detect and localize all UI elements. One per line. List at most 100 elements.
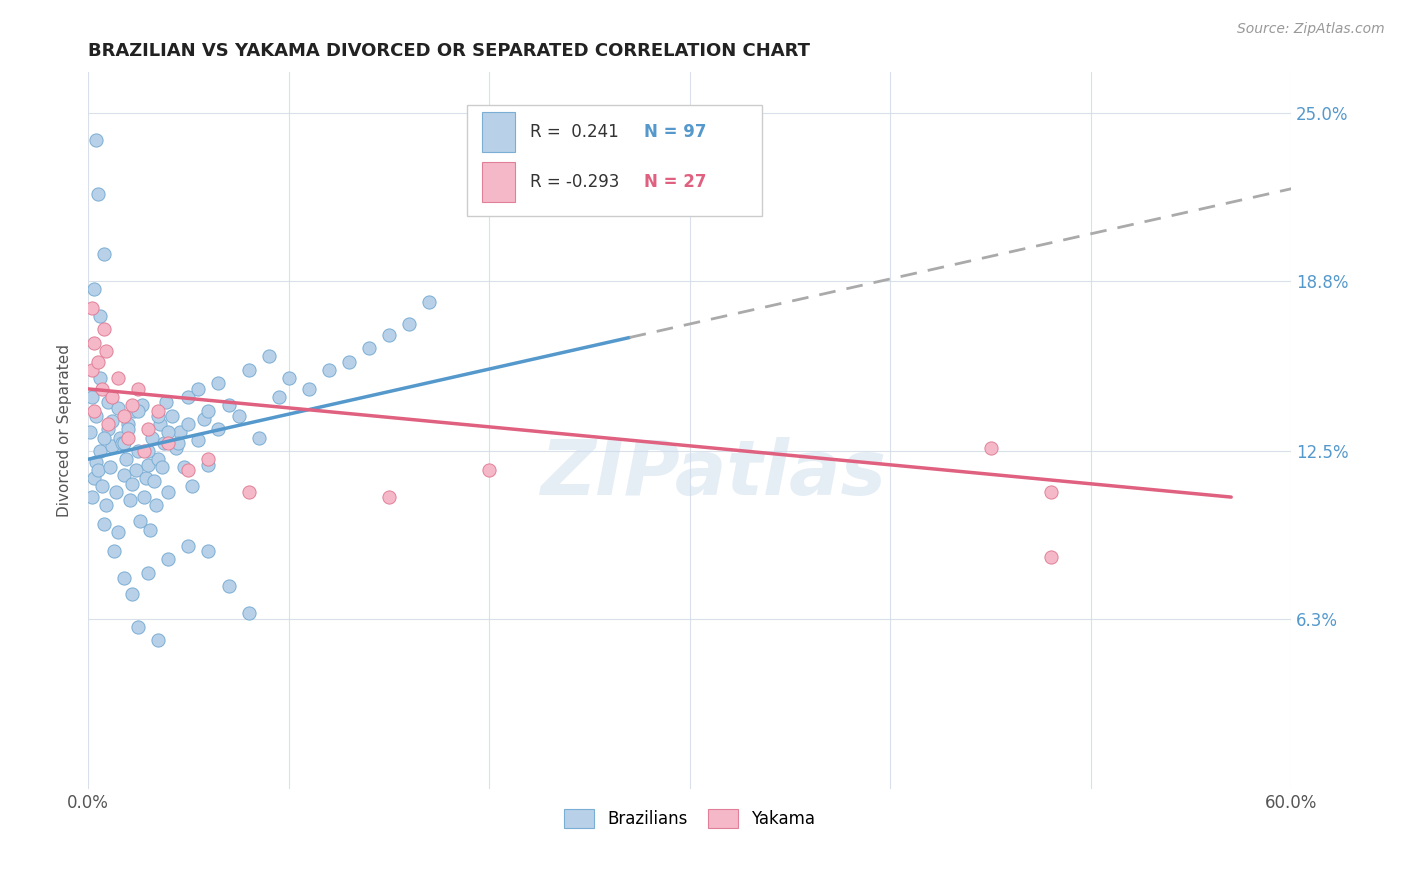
Point <box>107 525 129 540</box>
Point <box>197 544 219 558</box>
Point <box>148 403 170 417</box>
Point <box>1039 549 1062 564</box>
Point <box>79 425 101 440</box>
Point <box>1039 484 1062 499</box>
Point <box>91 382 114 396</box>
Point <box>378 490 401 504</box>
Point <box>398 317 420 331</box>
Point <box>150 460 173 475</box>
Point <box>157 552 180 566</box>
Point <box>141 431 163 445</box>
FancyBboxPatch shape <box>482 112 515 152</box>
Point <box>228 409 250 423</box>
Point <box>127 620 149 634</box>
Point <box>218 579 240 593</box>
Point <box>84 455 107 469</box>
Point <box>148 452 170 467</box>
Point <box>155 395 177 409</box>
Point <box>117 422 139 436</box>
Point <box>218 398 240 412</box>
Point <box>145 498 167 512</box>
Point <box>124 403 146 417</box>
Point <box>238 363 260 377</box>
Point <box>136 422 159 436</box>
Point <box>82 301 104 315</box>
Point <box>149 417 172 431</box>
Point <box>89 444 111 458</box>
Point <box>197 452 219 467</box>
Point <box>83 403 105 417</box>
FancyBboxPatch shape <box>482 162 515 202</box>
Point <box>87 463 110 477</box>
Point <box>136 566 159 580</box>
Point <box>187 382 209 396</box>
Point <box>101 390 124 404</box>
Point <box>97 417 120 431</box>
Point <box>207 376 229 391</box>
Point <box>135 471 157 485</box>
Point <box>117 417 139 431</box>
Point <box>257 350 280 364</box>
Text: ZIPatlas: ZIPatlas <box>541 437 887 511</box>
FancyBboxPatch shape <box>467 104 762 216</box>
Point <box>238 607 260 621</box>
Point <box>83 335 105 350</box>
Text: R = -0.293: R = -0.293 <box>530 173 619 191</box>
Point <box>238 484 260 499</box>
Point <box>177 463 200 477</box>
Point <box>207 422 229 436</box>
Point <box>112 571 135 585</box>
Point <box>337 355 360 369</box>
Point <box>129 515 152 529</box>
Point <box>107 401 129 415</box>
Point <box>84 133 107 147</box>
Point <box>478 463 501 477</box>
Point <box>112 468 135 483</box>
Point <box>89 309 111 323</box>
Point <box>148 409 170 423</box>
Point <box>127 403 149 417</box>
Point <box>318 363 340 377</box>
Point <box>134 444 156 458</box>
Point <box>93 431 115 445</box>
Point <box>121 398 143 412</box>
Point <box>84 409 107 423</box>
Point <box>93 246 115 260</box>
Point <box>136 458 159 472</box>
Point <box>157 484 180 499</box>
Point <box>157 425 180 440</box>
Point <box>139 523 162 537</box>
Point <box>82 390 104 404</box>
Point <box>103 544 125 558</box>
Point <box>125 463 148 477</box>
Point <box>173 460 195 475</box>
Point <box>82 363 104 377</box>
Point <box>83 282 105 296</box>
Point <box>143 474 166 488</box>
Point <box>127 444 149 458</box>
Point <box>112 436 135 450</box>
Point <box>169 425 191 440</box>
Point <box>153 436 176 450</box>
Point <box>193 411 215 425</box>
Point <box>181 479 204 493</box>
Point <box>87 355 110 369</box>
Point <box>127 382 149 396</box>
Point <box>110 431 132 445</box>
Point <box>111 436 134 450</box>
Point <box>93 322 115 336</box>
Point <box>82 490 104 504</box>
Point <box>277 371 299 385</box>
Point <box>115 452 138 467</box>
Point <box>136 444 159 458</box>
Point <box>107 371 129 385</box>
Point <box>87 187 110 202</box>
Text: N = 27: N = 27 <box>644 173 707 191</box>
Point <box>97 422 120 436</box>
Point <box>93 517 115 532</box>
Point <box>162 409 184 423</box>
Point <box>378 327 401 342</box>
Point <box>98 460 121 475</box>
Point <box>298 382 321 396</box>
Point <box>131 398 153 412</box>
